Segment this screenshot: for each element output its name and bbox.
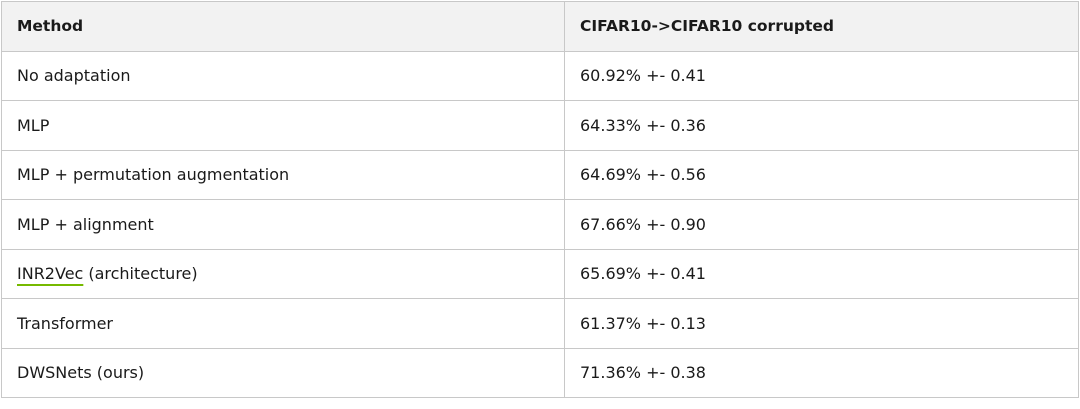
table-header: Method CIFAR10->CIFAR10 corrupted [1,1,1079,52]
table-cell: INR2Vec (architecture) [1,248,565,299]
table-cell: MLP [1,100,565,151]
table-body: No adaptation 60.92% +- 0.41 MLP 64.33% +- … [1,50,1079,398]
table-cell: MLP + alignment [1,199,565,250]
table-cell: DWSNets (ours) [1,347,565,398]
table-row: INR2Vec (architecture) 65.69% +- 0.41 [1,248,1079,299]
table-cell: 71.36% +- 0.38 [564,347,1079,398]
header-row: Method CIFAR10->CIFAR10 corrupted [1,1,1079,52]
table-cell: 64.69% +- 0.56 [564,149,1079,200]
table-cell: MLP + permutation augmentation [1,149,565,200]
table-cell: 60.92% +- 0.41 [564,50,1079,101]
table-row: MLP 64.33% +- 0.36 [1,100,1079,151]
table-cell: 64.33% +- 0.36 [564,100,1079,151]
table-row: Transformer 61.37% +- 0.13 [1,298,1079,349]
table-row: DWSNets (ours) 71.36% +- 0.38 [1,347,1079,398]
header-cell: Method [1,1,565,52]
table-cell: Transformer [1,298,565,349]
table-row: No adaptation 60.92% +- 0.41 [1,50,1079,101]
table-row: MLP + permutation augmentation 64.69% +- … [1,149,1079,200]
table-row: MLP + alignment 67.66% +- 0.90 [1,199,1079,250]
table-cell: 61.37% +- 0.13 [564,298,1079,349]
link[interactable]: INR2Vec [17,264,84,284]
table-cell: 67.66% +- 0.90 [564,199,1079,250]
table-cell: No adaptation [1,50,565,101]
header-cell: CIFAR10->CIFAR10 corrupted [564,1,1079,52]
table-cell: 65.69% +- 0.41 [564,248,1079,299]
cell-text: (architecture) [88,264,198,284]
results-table: Method CIFAR10->CIFAR10 corrupted No adap… [1,1,1079,398]
